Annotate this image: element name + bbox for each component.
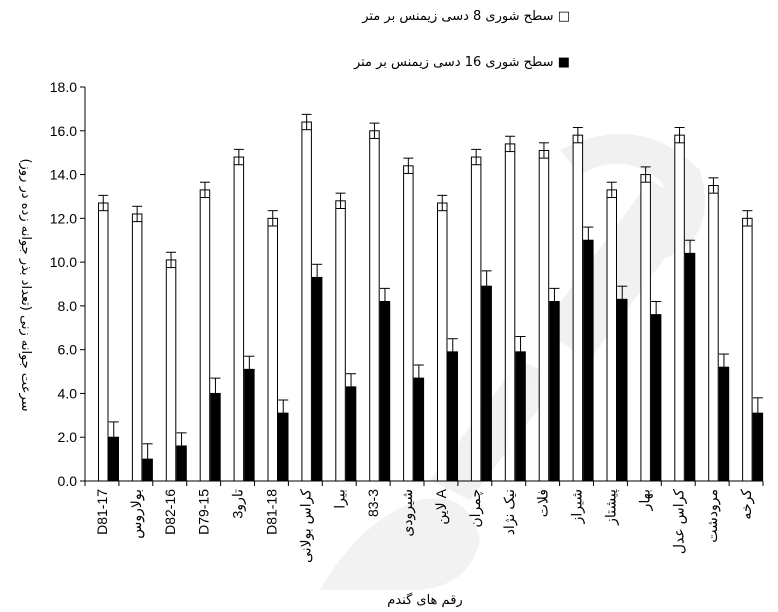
axes: 0.0 2.0 4.0 6.0 8.0 10.0 12.0 14.0 16.0 18.0 D81-… [50, 79, 764, 563]
bar-series-1 [470, 156, 482, 482]
x-tick-label: تارو3 [230, 489, 247, 519]
x-tick-label: شیرودی [399, 489, 416, 537]
x-tick-label: شیراز [569, 489, 586, 524]
bar-series-2 [617, 298, 628, 482]
x-tick-label: D81-17 [94, 489, 110, 535]
x-tick-label: D79-15 [196, 489, 212, 535]
bar-series-2 [515, 351, 526, 482]
legend: سطح شوری 8 دسی زیمنس بر متر □ سطح شوری 1… [353, 9, 570, 70]
x-tick-label: بهار [636, 489, 653, 511]
bar-series-1 [369, 130, 380, 482]
y-tick-label: 12.0 [50, 210, 77, 226]
x-tick-label: کرخه [738, 489, 755, 520]
y-tick-label: 0.0 [58, 473, 78, 489]
bar-series-2 [379, 301, 391, 482]
bar-series-1 [606, 189, 617, 482]
y-tick-label: 16.0 [50, 123, 77, 139]
x-ticks: D81-17 بولاروس D82-16 D79-15 تارو3 D81-18 کراس… [84, 481, 764, 563]
bar-series-1 [572, 134, 584, 482]
bar-series-2 [583, 239, 594, 482]
bar-series-2 [413, 377, 425, 482]
bar-series-2 [684, 252, 696, 482]
bar-series-2 [142, 458, 153, 482]
bar-series-1 [640, 174, 651, 482]
bar-series-2 [718, 366, 730, 482]
y-axis-title: سرعت جوانه زنی (تعداد بذر جوانه زده در ر… [18, 158, 33, 411]
bar-series-2 [108, 436, 119, 482]
x-tick-label: فلات [535, 489, 551, 517]
bar-series-1 [504, 143, 516, 482]
legend-label-series-1: سطح شوری 8 دسی زیمنس بر متر □ [361, 9, 570, 24]
bar-series-2 [752, 412, 764, 482]
y-tick-label: 2.0 [58, 429, 78, 445]
bar-series-2 [481, 285, 492, 482]
bar-series-1 [437, 202, 448, 482]
bar-series-2 [650, 314, 662, 482]
bar-series-1 [199, 189, 211, 482]
x-tick-label: لاین A [433, 488, 450, 524]
bar-series-1 [674, 134, 685, 482]
y-tick-label: 10.0 [50, 254, 77, 270]
bar-series-1 [708, 185, 719, 482]
x-tick-label: 83-3 [365, 489, 381, 517]
y-tick-label: 6.0 [58, 342, 78, 358]
x-tick-label: کراس بولانی [297, 489, 314, 563]
y-tick-label: 18.0 [50, 79, 77, 95]
bar-series-2 [311, 276, 323, 482]
bar-series-1 [98, 202, 109, 482]
y-tick-label: 8.0 [58, 298, 78, 314]
bar-series-2 [447, 351, 458, 482]
bars [98, 113, 764, 482]
x-tick-label: نیک نژاد [501, 489, 518, 535]
bar-series-1 [742, 217, 753, 482]
bar-series-1 [233, 156, 245, 482]
x-tick-label: پیشتاز [602, 489, 619, 526]
bar-series-1 [301, 121, 312, 482]
y-tick-label: 4.0 [58, 385, 78, 401]
x-tick-label: کراس عدل [670, 489, 687, 554]
bar-series-2 [278, 412, 289, 482]
x-tick-label: بولاروس [128, 489, 145, 539]
bar-series-1 [131, 213, 143, 482]
bar-series-2 [210, 392, 221, 482]
x-tick-label: D81-18 [263, 489, 279, 535]
bar-series-1 [538, 149, 550, 482]
bar-series-1 [267, 217, 278, 482]
bar-series-2 [176, 445, 187, 482]
bar-series-2 [244, 368, 255, 482]
x-tick-label: مرودشت [704, 489, 721, 543]
bar-series-1 [335, 200, 346, 482]
bar-series-2 [549, 301, 560, 482]
x-tick-label: چمران [467, 489, 484, 528]
y-tick-label: 14.0 [50, 167, 77, 183]
x-tick-label: D82-16 [162, 489, 178, 535]
bar-series-1 [403, 165, 414, 482]
x-axis-title: رقم های گندم [387, 592, 462, 608]
x-tick-label: بیرا [331, 489, 348, 509]
bar-series-1 [165, 259, 177, 482]
y-ticks: 0.0 2.0 4.0 6.0 8.0 10.0 12.0 14.0 16.0 18.0 [50, 79, 85, 489]
bar-series-2 [345, 386, 357, 482]
legend-label-series-2: سطح شوری 16 دسی زیمنس بر متر ■ [353, 55, 570, 70]
